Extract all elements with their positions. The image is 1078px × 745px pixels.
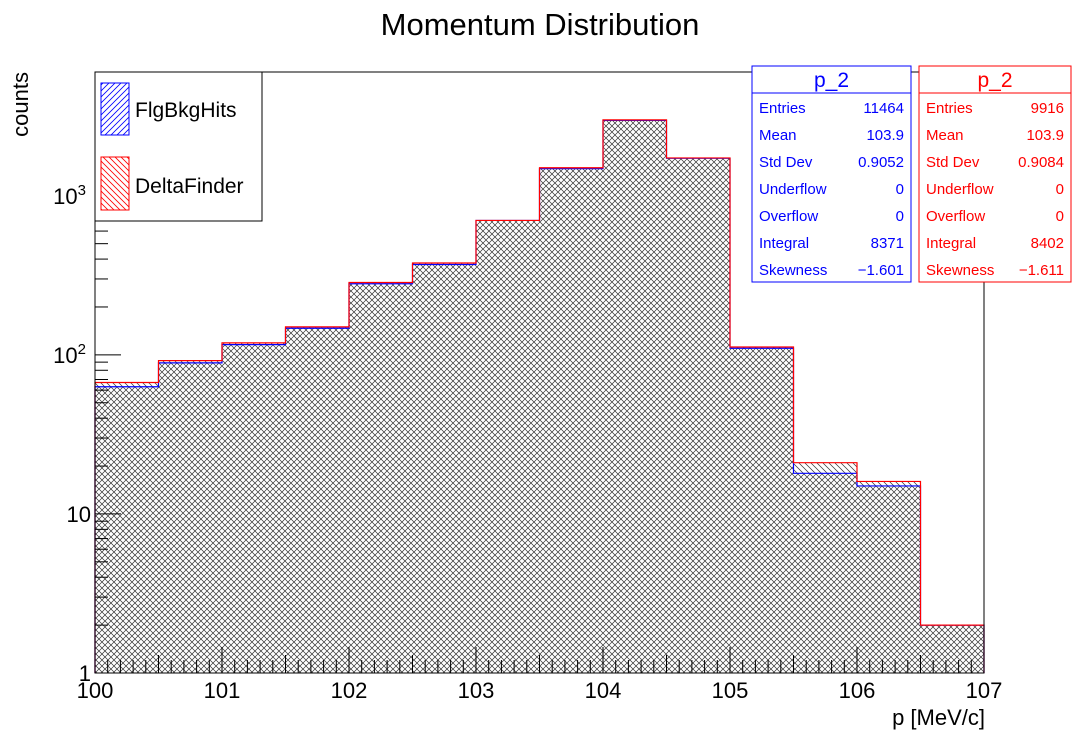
stats-value-overflow: 0	[896, 208, 904, 225]
stats-label-underflow: Underflow	[759, 181, 827, 198]
y-tick-label-3: 103	[53, 182, 86, 209]
legend-label-flgbkghits: FlgBkgHits	[135, 99, 237, 122]
x-axis-ticks	[94, 647, 985, 673]
x-axis-label: p [MeV/c]	[892, 705, 985, 730]
stats-label-integral: Integral	[926, 235, 976, 252]
stats-value-skewness: −1.611	[1019, 262, 1064, 279]
stats-value-std-dev: 0.9084	[1018, 154, 1064, 171]
y-tick-label-1: 10	[67, 502, 91, 527]
stats-value-entries: 9916	[1031, 100, 1064, 117]
stats-label-std-dev: Std Dev	[759, 154, 813, 171]
stats-title: p_2	[977, 69, 1012, 92]
x-tick-label-100: 100	[77, 678, 114, 703]
legend: FlgBkgHits DeltaFinder	[94, 71, 263, 222]
stats-value-mean: 103.9	[866, 127, 904, 144]
x-tick-label-106: 106	[839, 678, 876, 703]
y-axis-label: counts	[8, 72, 33, 137]
stats-value-integral: 8402	[1031, 235, 1064, 252]
x-tick-label-103: 103	[458, 678, 495, 703]
x-tick-label-105: 105	[712, 678, 749, 703]
stats-label-underflow: Underflow	[926, 181, 994, 198]
stats-box-flgbkghits: p_2 Entries 11464 Mean 103.9 Std Dev 0.9052 Und…	[751, 65, 912, 283]
bar-deltafinder-4	[349, 282, 413, 673]
bar-deltafinder-7	[539, 167, 603, 674]
bar-deltafinder-3	[285, 326, 349, 673]
bar-deltafinder-6	[476, 220, 540, 674]
bar-deltafinder-9	[666, 157, 730, 673]
bar-deltafinder-1	[158, 360, 222, 673]
stats-label-integral: Integral	[759, 235, 809, 252]
y-tick-label-0: 1	[79, 661, 91, 686]
stats-label-mean: Mean	[759, 127, 797, 144]
stats-label-mean: Mean	[926, 127, 964, 144]
x-tick-label-107: 107	[966, 678, 1003, 703]
y-tick-label-2: 102	[53, 341, 86, 368]
stats-label-entries: Entries	[926, 100, 973, 117]
stats-value-underflow: 0	[1056, 181, 1064, 198]
bar-deltafinder-11	[793, 462, 857, 673]
y-axis-tick-labels: 1 10 102 103	[53, 182, 91, 686]
bar-deltafinder-5	[412, 262, 476, 673]
stats-value-mean: 103.9	[1026, 127, 1064, 144]
bar-deltafinder-0	[95, 382, 159, 673]
stats-label-overflow: Overflow	[926, 208, 985, 225]
stats-value-std-dev: 0.9052	[858, 154, 904, 171]
stats-value-entries: 11464	[863, 100, 904, 117]
bar-deltafinder-12	[857, 481, 921, 673]
stats-label-overflow: Overflow	[759, 208, 818, 225]
histogram-fills	[95, 119, 984, 674]
stats-label-skewness: Skewness	[926, 262, 994, 279]
bar-deltafinder-8	[603, 119, 667, 673]
x-tick-label-102: 102	[331, 678, 368, 703]
stats-label-std-dev: Std Dev	[926, 154, 980, 171]
legend-swatch-flgbkghits	[100, 82, 130, 136]
legend-swatch-deltafinder	[100, 156, 130, 211]
legend-label-deltafinder: DeltaFinder	[135, 175, 244, 198]
histogram-outlines	[94, 119, 985, 673]
stats-value-underflow: 0	[896, 181, 904, 198]
stats-value-integral: 8371	[871, 235, 904, 252]
bar-deltafinder-2	[222, 342, 286, 673]
stats-frame	[751, 65, 912, 283]
x-tick-label-101: 101	[204, 678, 241, 703]
stats-frame	[918, 65, 1072, 283]
stats-value-skewness: −1.601	[858, 262, 904, 279]
stats-label-skewness: Skewness	[759, 262, 827, 279]
stats-value-overflow: 0	[1056, 208, 1064, 225]
stats-label-entries: Entries	[759, 100, 806, 117]
outline-deltafinder	[94, 119, 985, 673]
stats-title: p_2	[814, 69, 849, 92]
x-tick-label-104: 104	[585, 678, 622, 703]
x-axis-tick-labels: 100 101 102 103 104 105 106 107	[77, 678, 1003, 703]
bar-deltafinder-10	[730, 347, 794, 673]
chart-title: Momentum Distribution	[381, 7, 700, 42]
bar-deltafinder-13	[920, 625, 984, 673]
